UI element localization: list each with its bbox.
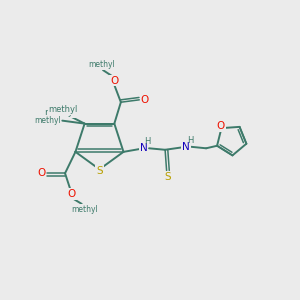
Text: O: O — [110, 76, 118, 85]
Text: O: O — [217, 121, 225, 131]
Text: methyl: methyl — [71, 205, 98, 214]
Text: methyl: methyl — [44, 108, 76, 117]
Text: methyl: methyl — [34, 116, 61, 124]
Text: methyl: methyl — [48, 105, 78, 114]
Text: N: N — [140, 143, 148, 153]
Text: methyl: methyl — [88, 60, 115, 69]
Text: O: O — [140, 95, 149, 105]
Text: H: H — [145, 137, 151, 146]
Text: S: S — [164, 172, 170, 182]
Text: O: O — [68, 189, 76, 199]
Text: methyl: methyl — [0, 299, 1, 300]
Text: N: N — [182, 142, 190, 152]
Text: O: O — [37, 168, 45, 178]
Text: H: H — [187, 136, 193, 145]
Text: S: S — [96, 166, 103, 176]
